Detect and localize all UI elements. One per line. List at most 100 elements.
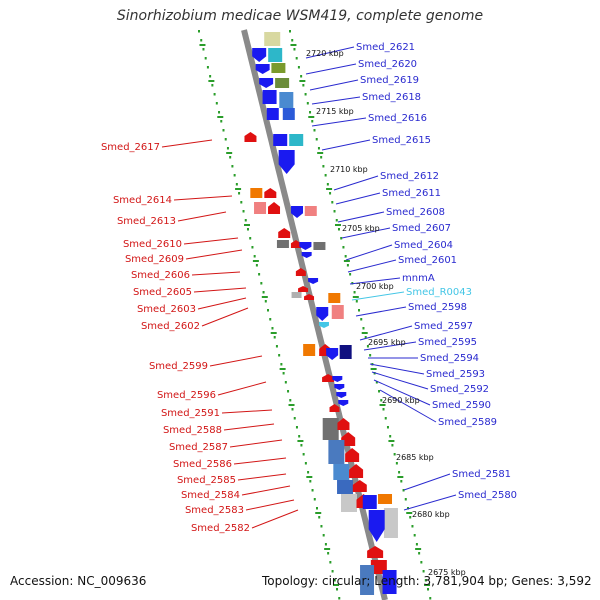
track-tick bbox=[334, 224, 341, 226]
gene-label-smed_2581[interactable]: Smed_2581 bbox=[452, 469, 511, 480]
gene-label-smed_2616[interactable]: Smed_2616 bbox=[368, 113, 427, 124]
gene-arrow-plus bbox=[290, 240, 301, 248]
gene-block bbox=[337, 480, 354, 494]
track-dot bbox=[229, 156, 232, 159]
gene-block bbox=[328, 440, 345, 464]
gene-label-smed_2613[interactable]: Smed_2613 bbox=[117, 216, 176, 227]
gene-label-smed_2584[interactable]: Smed_2584 bbox=[181, 490, 240, 501]
track-tick bbox=[290, 44, 297, 46]
leader-line bbox=[305, 63, 357, 75]
gene-label-smed_2580[interactable]: Smed_2580 bbox=[458, 490, 517, 501]
gene-label-smed_2585[interactable]: Smed_2585 bbox=[177, 475, 236, 486]
track-dot bbox=[309, 111, 312, 114]
gene-label-smed_2597[interactable]: Smed_2597 bbox=[414, 321, 473, 332]
gene-label-smed_2618[interactable]: Smed_2618 bbox=[362, 92, 421, 103]
gene-arrow-minus bbox=[326, 348, 339, 360]
gene-label-smed_2614[interactable]: Smed_2614 bbox=[113, 195, 172, 206]
gene-label-smed_2621[interactable]: Smed_2621 bbox=[356, 42, 415, 53]
gene-label-smed_2619[interactable]: Smed_2619 bbox=[360, 75, 419, 86]
track-dot bbox=[255, 264, 258, 267]
gene-label-smed_2603[interactable]: Smed_2603 bbox=[137, 304, 196, 315]
track-dot bbox=[311, 120, 314, 123]
gene-block bbox=[378, 494, 393, 504]
gene-label-smed_2607[interactable]: Smed_2607 bbox=[392, 223, 451, 234]
track-dot bbox=[400, 480, 403, 483]
gene-label-smed_2601[interactable]: Smed_2601 bbox=[398, 255, 457, 266]
track-dot bbox=[267, 309, 270, 312]
leader-line bbox=[309, 79, 359, 91]
gene-label-smed_2605[interactable]: Smed_2605 bbox=[133, 287, 192, 298]
gene-label-smed_2592[interactable]: Smed_2592 bbox=[430, 384, 489, 395]
leader-line bbox=[335, 192, 381, 205]
gene-label-smed_2604[interactable]: Smed_2604 bbox=[394, 240, 453, 251]
gene-label-smed_2611[interactable]: Smed_2611 bbox=[382, 188, 441, 199]
track-dot bbox=[269, 318, 272, 321]
gene-label-smed_2602[interactable]: Smed_2602 bbox=[141, 321, 200, 332]
gene-label-smed_2599[interactable]: Smed_2599 bbox=[149, 361, 208, 372]
gene-label-smed_r0043[interactable]: Smed_R0043 bbox=[406, 287, 472, 298]
gene-label-smed_2610[interactable]: Smed_2610 bbox=[123, 239, 182, 250]
gene-label-smed_2608[interactable]: Smed_2608 bbox=[386, 207, 445, 218]
track-dot bbox=[293, 417, 296, 420]
gene-arrow-plus bbox=[337, 418, 350, 430]
gene-label-smed_2583[interactable]: Smed_2583 bbox=[185, 505, 244, 516]
track-dot bbox=[226, 147, 229, 150]
track-dot bbox=[211, 84, 214, 87]
leader-line bbox=[373, 379, 431, 406]
gene-label-smed_2617[interactable]: Smed_2617 bbox=[101, 142, 160, 153]
gene-label-smed_2582[interactable]: Smed_2582 bbox=[191, 523, 250, 534]
gene-block bbox=[303, 344, 316, 356]
track-dot bbox=[360, 318, 363, 321]
track-dot bbox=[298, 435, 301, 438]
gene-label-smed_2590[interactable]: Smed_2590 bbox=[432, 400, 491, 411]
gene-arrow-minus bbox=[291, 206, 304, 218]
gene-label-smed_2596[interactable]: Smed_2596 bbox=[157, 390, 216, 401]
leader-line bbox=[371, 371, 429, 390]
track-tick bbox=[308, 116, 315, 118]
track-dot bbox=[322, 165, 325, 168]
gene-block bbox=[382, 570, 397, 594]
gene-arrow-minus bbox=[338, 400, 349, 406]
gene-label-smed_2615[interactable]: Smed_2615 bbox=[372, 135, 431, 146]
gene-arrow-minus bbox=[318, 322, 329, 328]
gene-block bbox=[360, 565, 375, 595]
gene-arrow-plus bbox=[298, 286, 309, 292]
gene-label-smed_2593[interactable]: Smed_2593 bbox=[426, 369, 485, 380]
track-dot bbox=[204, 57, 207, 60]
track-dot bbox=[278, 354, 281, 357]
gene-labels[interactable]: Smed_2621 Smed_2620 Smed_2619 Smed_2618 Smed… bbox=[101, 42, 517, 534]
leader-line bbox=[177, 211, 227, 222]
gene-label-smed_2606[interactable]: Smed_2606 bbox=[131, 270, 190, 281]
track-dot bbox=[307, 471, 310, 474]
gene-label-smed_2595[interactable]: Smed_2595 bbox=[418, 337, 477, 348]
gene-label-smed_2586[interactable]: Smed_2586 bbox=[173, 459, 232, 470]
track-dot bbox=[275, 345, 278, 348]
track-tick bbox=[235, 188, 242, 190]
gene-label-smed_2609[interactable]: Smed_2609 bbox=[125, 254, 184, 265]
track-dot bbox=[318, 516, 321, 519]
leader-line bbox=[403, 473, 451, 491]
track-dot bbox=[324, 174, 327, 177]
track-dot bbox=[382, 408, 385, 411]
gene-label-mnma[interactable]: mnmA bbox=[402, 273, 435, 284]
track-dot bbox=[331, 570, 334, 573]
gene-label-smed_2612[interactable]: Smed_2612 bbox=[380, 171, 439, 182]
gene-block bbox=[279, 92, 294, 108]
track-tick bbox=[288, 404, 295, 406]
gene-block bbox=[313, 242, 326, 250]
leader-line bbox=[193, 287, 247, 293]
leader-line bbox=[173, 195, 233, 201]
track-dot bbox=[420, 561, 423, 564]
kbp-label: 2690 kbp bbox=[382, 396, 420, 405]
genome-summary-text: Topology: circular; Length: 3,781,904 bp… bbox=[262, 574, 592, 588]
leader-line bbox=[221, 409, 273, 414]
gene-label-smed_2620[interactable]: Smed_2620 bbox=[358, 59, 417, 70]
gene-label-smed_2594[interactable]: Smed_2594 bbox=[420, 353, 479, 364]
track-dot bbox=[206, 66, 209, 69]
gene-label-smed_2591[interactable]: Smed_2591 bbox=[161, 408, 220, 419]
gene-label-smed_2589[interactable]: Smed_2589 bbox=[438, 417, 497, 428]
leader-line bbox=[379, 389, 437, 423]
gene-label-smed_2588[interactable]: Smed_2588 bbox=[163, 425, 222, 436]
gene-label-smed_2598[interactable]: Smed_2598 bbox=[408, 302, 467, 313]
gene-label-smed_2587[interactable]: Smed_2587 bbox=[169, 442, 228, 453]
